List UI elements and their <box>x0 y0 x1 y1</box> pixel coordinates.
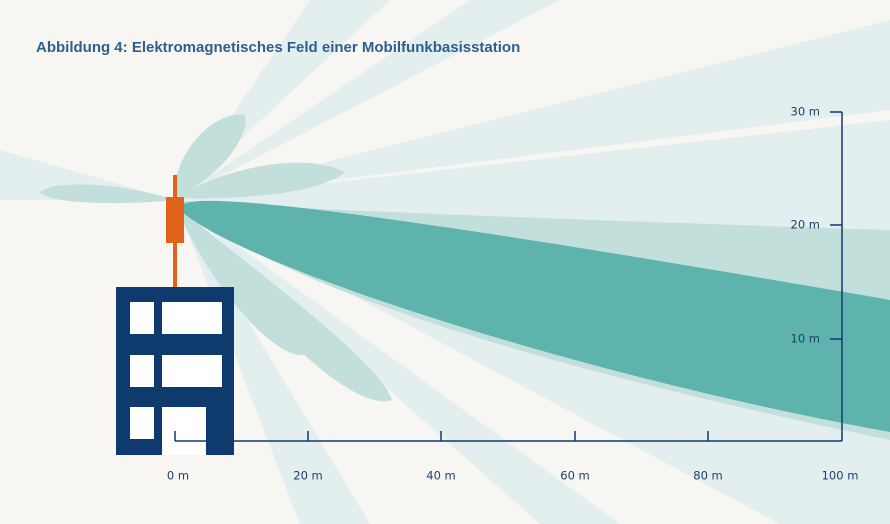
x-label: 60 m <box>560 469 590 483</box>
y-label: 30 m <box>791 105 821 119</box>
x-label: 100 m <box>822 469 859 483</box>
y-label: 10 m <box>791 332 821 346</box>
diagram: Abbildung 4: Elektromagnetisches Feld ei… <box>0 0 890 524</box>
x-label: 40 m <box>426 469 456 483</box>
building <box>116 287 234 455</box>
x-label: 0 m <box>167 469 189 483</box>
y-label: 20 m <box>791 218 821 232</box>
x-label: 20 m <box>293 469 323 483</box>
x-label: 80 m <box>693 469 723 483</box>
title: Abbildung 4: Elektromagnetisches Feld ei… <box>36 39 520 56</box>
